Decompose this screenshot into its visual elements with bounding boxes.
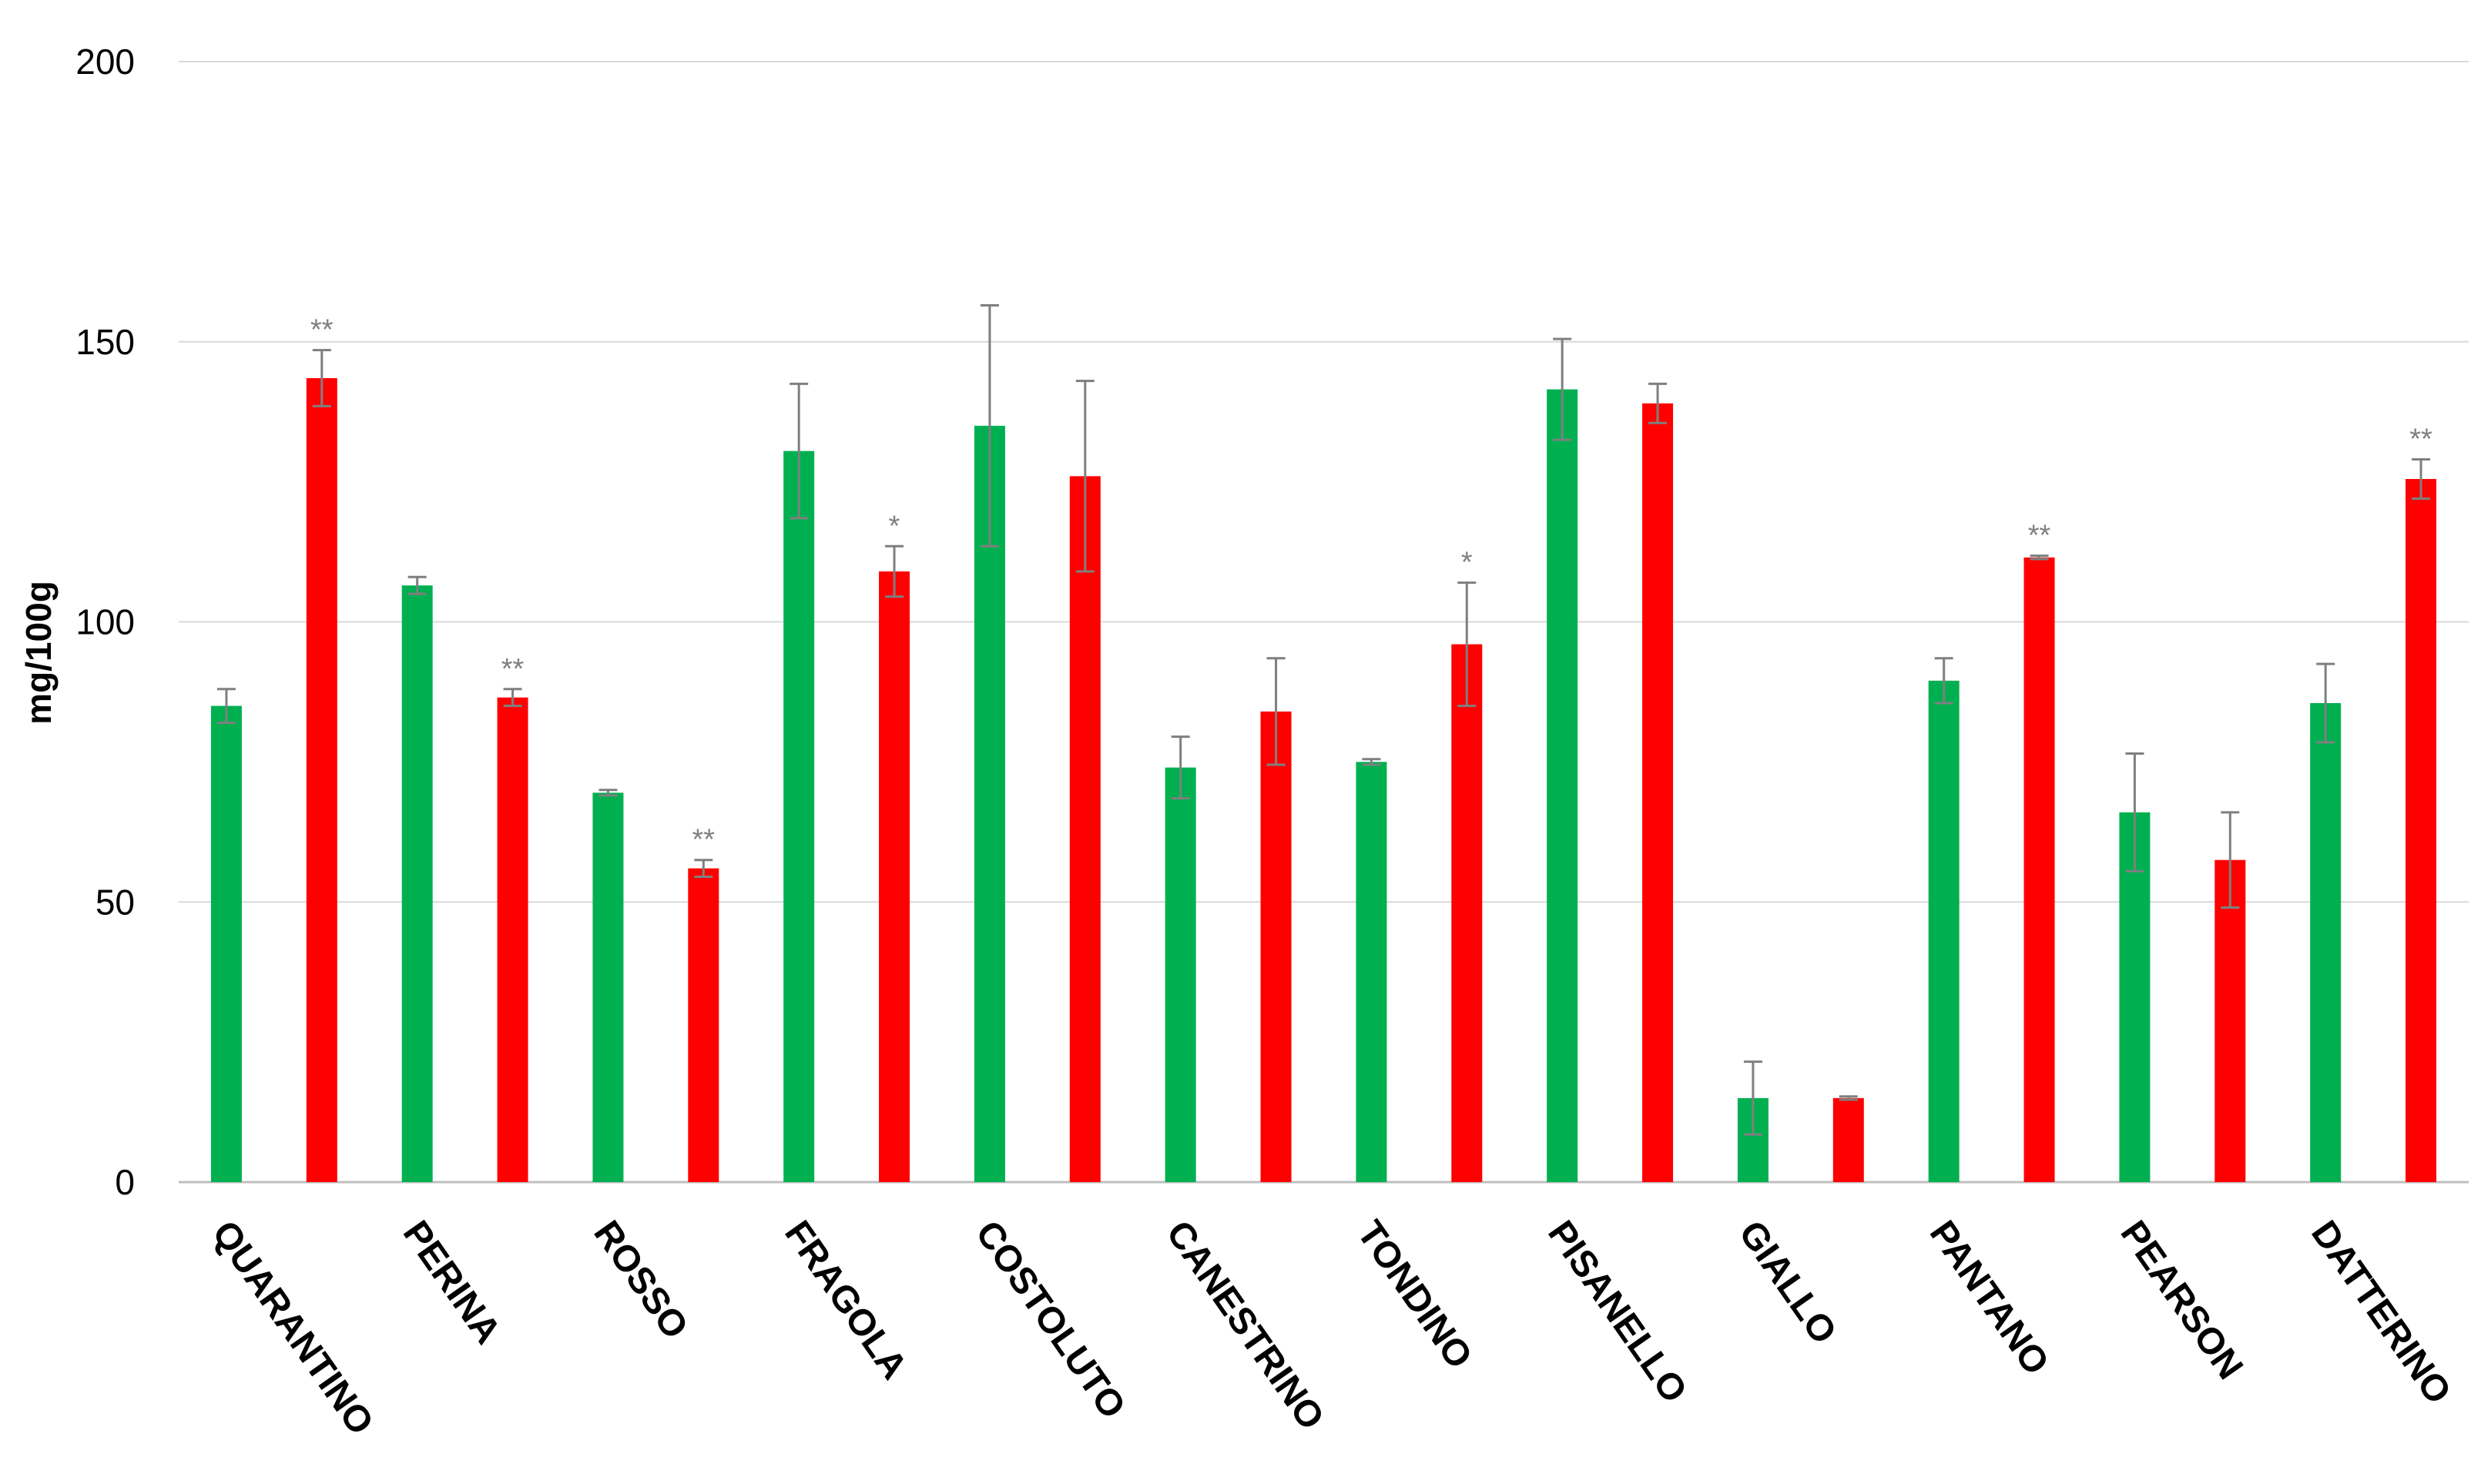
category-label: PANTANO — [1922, 1214, 2057, 1382]
significance-marks: ************ — [310, 314, 2432, 856]
bar — [1356, 762, 1387, 1182]
bar — [1260, 711, 1292, 1182]
y-tick-label: 0 — [115, 1162, 135, 1202]
y-axis-label: mg/100g — [18, 581, 59, 725]
bar — [2406, 478, 2437, 1182]
bar — [1547, 389, 1578, 1182]
category-label: ROSSO — [585, 1214, 696, 1346]
category-label: COSTOLUTO — [967, 1214, 1133, 1426]
category-label: CANESTRINO — [1158, 1214, 1332, 1437]
category-label: FRAGOLA — [776, 1214, 915, 1387]
bar — [401, 585, 433, 1182]
bar — [1832, 1097, 1864, 1182]
category-label: TONDINO — [1349, 1214, 1480, 1376]
significance-mark: * — [889, 510, 900, 542]
bar — [1928, 680, 1960, 1182]
bar — [210, 705, 242, 1182]
category-labels: QUARANTINO PERINA ROSSO FRAGOLA COSTOLUTO CAN… — [204, 1214, 2459, 1442]
bar — [2023, 557, 2055, 1182]
bar — [1451, 644, 1483, 1182]
bar — [2119, 812, 2151, 1182]
significance-mark: ** — [2028, 520, 2051, 552]
category-label: PERINA — [395, 1214, 508, 1352]
category-label: QUARANTINO — [204, 1214, 381, 1442]
y-tick-label: 150 — [75, 322, 135, 362]
bar — [879, 571, 910, 1182]
bar — [1642, 403, 1674, 1182]
significance-mark: ** — [501, 653, 525, 685]
category-label: DATTERINO — [2303, 1214, 2459, 1412]
y-axis-ticks: 0 50 100 150 200 — [75, 42, 135, 1202]
bar — [783, 451, 815, 1182]
category-label: PEARSON — [2112, 1214, 2251, 1387]
significance-mark: ** — [310, 314, 334, 347]
bar — [592, 792, 624, 1182]
error-bars — [216, 303, 2431, 1136]
y-tick-label: 100 — [75, 602, 135, 642]
category-label: GIALLO — [1731, 1214, 1844, 1352]
bars — [210, 378, 2437, 1183]
bar — [2214, 859, 2246, 1182]
bar — [306, 378, 337, 1183]
y-tick-label: 50 — [96, 882, 135, 922]
significance-mark: ** — [2409, 424, 2432, 456]
y-tick-label: 200 — [75, 42, 135, 82]
bar — [974, 425, 1005, 1182]
category-label: PISANELLO — [1540, 1214, 1695, 1410]
bar — [2310, 702, 2342, 1182]
bar — [1165, 767, 1196, 1182]
bar — [688, 868, 719, 1182]
bar — [1069, 476, 1101, 1182]
significance-mark: * — [1461, 547, 1473, 579]
significance-mark: ** — [692, 824, 716, 856]
bar — [497, 697, 528, 1182]
gridlines — [179, 61, 2469, 1184]
